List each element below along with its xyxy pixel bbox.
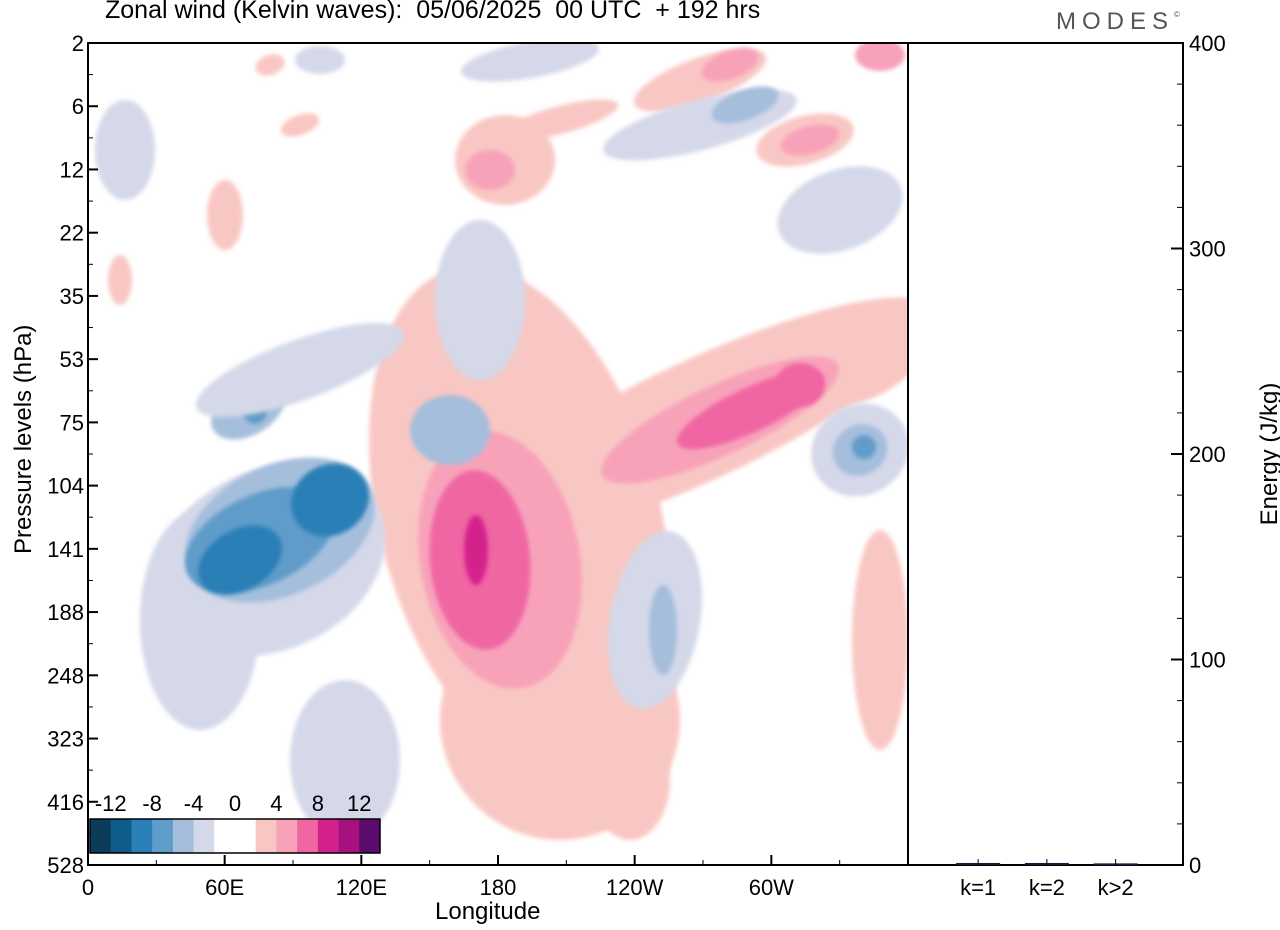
heatmap-field (95, 43, 908, 840)
y-tick-label: 323 (47, 727, 84, 752)
y-tick-label: 141 (47, 537, 84, 562)
contour-blob (435, 220, 525, 380)
energy-category-label: k=2 (1029, 875, 1065, 900)
contour-blob (198, 525, 282, 595)
x-tick-label: 180 (480, 875, 517, 900)
y-tick-label: 12 (60, 157, 84, 182)
contour-blob (711, 86, 779, 124)
contour-blob (255, 54, 285, 76)
contour-blob (410, 395, 490, 465)
energy-tick-label: 300 (1189, 237, 1226, 262)
colorbar-cell (90, 819, 112, 853)
colorbar-cell (235, 819, 257, 853)
contour-blob (775, 363, 825, 407)
contour-blob (291, 463, 369, 537)
pressure-axis: 2 6 12 22 35 53 75 104 141 188 248 323 416 528 (47, 31, 98, 878)
y-tick-label: 416 (47, 790, 84, 815)
energy-tick-label: 400 (1189, 31, 1226, 56)
energy-tick-label: 100 (1189, 648, 1226, 673)
x-axis-label: Longitude (435, 898, 541, 925)
contour-blob (280, 113, 320, 137)
y-tick-label: 35 (60, 284, 84, 309)
colorbar-cell (172, 819, 195, 853)
contour-blob (701, 48, 759, 82)
y-tick-label: 22 (60, 221, 84, 246)
energy-tick-label: 0 (1189, 853, 1201, 878)
colorbar-cell (338, 819, 360, 853)
contour-blob (460, 43, 600, 82)
contour-blob (852, 530, 908, 750)
contour-blob (464, 515, 488, 585)
colorbar-label: 4 (270, 791, 282, 816)
colorbar-cell (317, 819, 340, 853)
y-tick-label: 75 (60, 410, 84, 435)
x-tick-label: 0 (82, 875, 94, 900)
y-tick-label: 2 (72, 31, 84, 56)
y-tick-label: 104 (47, 474, 84, 499)
colorbar-cell (152, 819, 174, 853)
colorbar-label: -12 (95, 791, 127, 816)
energy-panel-frame (907, 42, 1184, 866)
contour-blob (95, 100, 155, 200)
contour-blob (465, 150, 515, 190)
contour-blob (290, 680, 400, 840)
y-tick-label: 6 (72, 94, 84, 119)
colorbar-label: 12 (347, 791, 371, 816)
energy-category-label: k=1 (960, 875, 996, 900)
energy-axis-label: Energy (J/kg) (1256, 382, 1280, 526)
x-tick-label: 120W (606, 875, 664, 900)
contour-blob (501, 99, 619, 141)
contour-blob (196, 322, 404, 418)
x-tick-label: 120E (336, 875, 387, 900)
contour-blob (590, 720, 670, 840)
contour-blob (295, 46, 345, 74)
colorbar-label: 8 (312, 791, 324, 816)
contour-blob (780, 124, 840, 156)
x-tick-label: 60W (749, 875, 794, 900)
contour-blob (207, 180, 243, 250)
energy-axis: 0 100 200 300 400 (1171, 31, 1226, 878)
colorbar-cell (131, 819, 153, 853)
longitude-axis: 0 60E 120E 180 120W 60W (82, 855, 841, 900)
contour-blob (108, 255, 132, 305)
colorbar-cell (359, 819, 381, 853)
brand-logo: MODES© (1056, 8, 1180, 36)
colorbar-cell (276, 819, 298, 853)
colorbar-label: 0 (229, 791, 241, 816)
colorbar-cell (193, 819, 215, 853)
contour-blob (649, 585, 677, 675)
colorbar-cell (214, 819, 236, 853)
y-axis-label: Pressure levels (hPa) (10, 324, 37, 554)
y-tick-label: 528 (47, 853, 84, 878)
colorbar-cell (297, 819, 319, 853)
contour-blob (855, 43, 905, 71)
y-tick-label: 53 (60, 347, 84, 372)
colorbar-cell (110, 819, 132, 853)
brand-mark: © (1174, 10, 1180, 19)
x-tick-label: 60E (205, 875, 244, 900)
colorbar-frame (89, 818, 381, 854)
energy-category-label: k>2 (1098, 875, 1134, 900)
contour-blob (852, 435, 876, 459)
colorbar-label: -4 (184, 791, 204, 816)
y-tick-label: 188 (47, 600, 84, 625)
brand-text: MODES (1056, 8, 1175, 35)
energy-tick-label: 200 (1189, 442, 1226, 467)
colorbar: -12 -8 -4 0 4 8 12 (89, 791, 381, 854)
energy-bars: k=1 k=2 k>2 (956, 859, 1138, 900)
colorbar-label: -8 (142, 791, 162, 816)
chart-title: Zonal wind (Kelvin waves): 05/06/2025 00… (105, 0, 761, 24)
y-tick-label: 248 (47, 663, 84, 688)
colorbar-cell (255, 819, 277, 853)
contour-blob (777, 166, 903, 254)
